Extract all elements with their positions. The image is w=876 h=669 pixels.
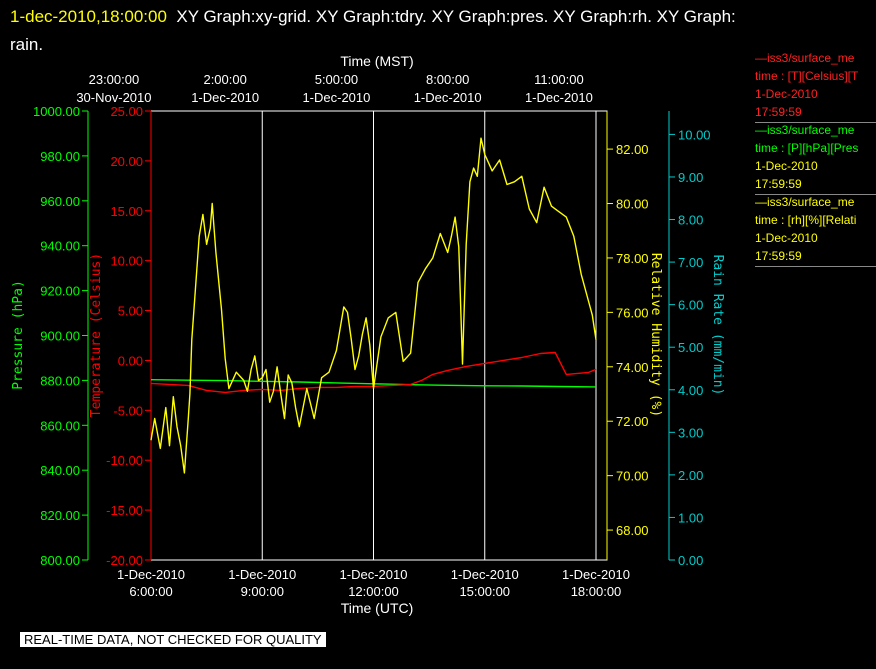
legend-time: 17:59:59: [755, 103, 876, 123]
temperature-tick-label: 25.00: [110, 104, 143, 119]
top-tick-label: 1-Dec-2010: [414, 90, 482, 105]
humidity-tick-label: 70.00: [616, 469, 649, 484]
humidity-series-line: [150, 137, 597, 474]
pressure-tick-label: 820.00: [40, 508, 80, 523]
series-group: [150, 137, 597, 474]
rain-tick-label: 9.00: [678, 170, 703, 185]
temperature-tick-label: 5.00: [118, 304, 143, 319]
top-tick-label: 5:00:00: [315, 72, 358, 87]
bottom-axis-label: Time (UTC): [341, 600, 414, 616]
rain-tick-label: 8.00: [678, 213, 703, 228]
temperature-axis-label: Temperature (Celsius): [89, 253, 104, 417]
legend-fields: time : [P][hPa][Pres: [755, 141, 859, 155]
rain-tick-label: 1.00: [678, 510, 703, 525]
bottom-tick-label: 1-Dec-2010: [228, 567, 296, 582]
pressure-tick-label: 940.00: [40, 239, 80, 254]
pressure-tick-label: 920.00: [40, 284, 80, 299]
legend-pressure: —iss3/surface_me time : [P][hPa][Pres 1-…: [755, 121, 876, 195]
rain-tick-label: 7.00: [678, 255, 703, 270]
chart-title: 1-dec-2010,18:00:00 XY Graph:xy-grid. XY…: [10, 3, 750, 59]
temperature-tick-label: 15.00: [110, 204, 143, 219]
humidity-axis-label: Relative Humidity (%): [648, 253, 663, 417]
humidity-tick-label: 72.00: [616, 414, 649, 429]
rain-axis-label: Rain Rate (mm/min): [710, 255, 725, 396]
temperature-tick-label: 20.00: [110, 154, 143, 169]
bottom-tick-label: 12:00:00: [348, 584, 399, 599]
title-timestamp: 1-dec-2010,18:00:00: [10, 7, 167, 26]
pressure-tick-label: 800.00: [40, 553, 80, 568]
top-axis-label: Time (MST): [340, 53, 413, 69]
rain-tick-label: 3.00: [678, 425, 703, 440]
rain-tick-label: 4.00: [678, 383, 703, 398]
bottom-tick-label: 9:00:00: [241, 584, 284, 599]
temperature-tick-label: -10.00: [106, 453, 143, 468]
top-tick-label: 23:00:00: [89, 72, 140, 87]
top-tick-label: 1-Dec-2010: [525, 90, 593, 105]
legend-fields: time : [rh][%][Relati: [755, 213, 857, 227]
humidity-tick-label: 76.00: [616, 305, 649, 320]
rain-tick-label: 5.00: [678, 340, 703, 355]
rain-tick-label: 6.00: [678, 298, 703, 313]
legend-temperature: —iss3/surface_me time : [T][Celsius][T 1…: [755, 49, 876, 123]
pressure-tick-label: 860.00: [40, 418, 80, 433]
top-tick-label: 11:00:00: [534, 72, 584, 87]
rain-tick-label: 0.00: [678, 553, 703, 568]
bottom-tick-label: 1-Dec-2010: [117, 567, 185, 582]
top-tick-label: 1-Dec-2010: [302, 90, 370, 105]
legend-date: 1-Dec-2010: [755, 231, 818, 245]
temperature-tick-label: 10.00: [110, 254, 143, 269]
top-tick-label: 30-Nov-2010: [76, 90, 151, 105]
temperature-tick-label: -20.00: [106, 553, 143, 568]
legend-humidity: —iss3/surface_me time : [rh][%][Relati 1…: [755, 193, 876, 267]
pressure-tick-label: 900.00: [40, 329, 80, 344]
humidity-tick-label: 82.00: [616, 142, 649, 157]
plot-area: [150, 110, 608, 561]
top-tick-label: 8:00:00: [426, 72, 469, 87]
temperature-series-line: [150, 351, 597, 394]
top-tick-label: 1-Dec-2010: [191, 90, 259, 105]
rain-tick-label: 10.00: [678, 127, 711, 142]
temperature-tick-label: -5.00: [113, 403, 143, 418]
bottom-tick-label: 15:00:00: [459, 584, 510, 599]
pressure-tick-label: 1000.00: [33, 104, 80, 119]
humidity-tick-label: 80.00: [616, 197, 649, 212]
humidity-tick-label: 74.00: [616, 360, 649, 375]
legend-fields: time : [T][Celsius][T: [755, 69, 859, 83]
title-graph-list: XY Graph:xy-grid. XY Graph:tdry. XY Grap…: [10, 7, 736, 54]
temperature-tick-label: 0.00: [118, 353, 143, 368]
legend-time: 17:59:59: [755, 247, 876, 267]
top-tick-label: 2:00:00: [203, 72, 246, 87]
bottom-tick-label: 6:00:00: [129, 584, 172, 599]
legend-line: —iss3/surface_me: [755, 51, 855, 65]
pressure-tick-label: 980.00: [40, 149, 80, 164]
pressure-axis-label: Pressure (hPa): [11, 280, 26, 390]
pressure-tick-label: 880.00: [40, 373, 80, 388]
bottom-tick-label: 1-Dec-2010: [451, 567, 519, 582]
legend-line: —iss3/surface_me: [755, 123, 855, 137]
legend-time: 17:59:59: [755, 175, 876, 195]
rain-tick-label: 2.00: [678, 468, 703, 483]
temperature-tick-label: -15.00: [106, 503, 143, 518]
bottom-tick-label: 18:00:00: [571, 584, 622, 599]
bottom-tick-label: 1-Dec-2010: [340, 567, 408, 582]
humidity-tick-label: 68.00: [616, 523, 649, 538]
quality-warning: REAL-TIME DATA, NOT CHECKED FOR QUALITY: [20, 632, 326, 647]
humidity-tick-label: 78.00: [616, 251, 649, 266]
pressure-tick-label: 840.00: [40, 463, 80, 478]
bottom-tick-label: 1-Dec-2010: [562, 567, 630, 582]
legend-date: 1-Dec-2010: [755, 159, 818, 173]
legend-line: —iss3/surface_me: [755, 195, 855, 209]
legend-date: 1-Dec-2010: [755, 87, 818, 101]
axes: 23:00:00 30-Nov-2010 2:00:00 1-Dec-2010 5:00…: [33, 72, 711, 599]
pressure-tick-label: 960.00: [40, 194, 80, 209]
